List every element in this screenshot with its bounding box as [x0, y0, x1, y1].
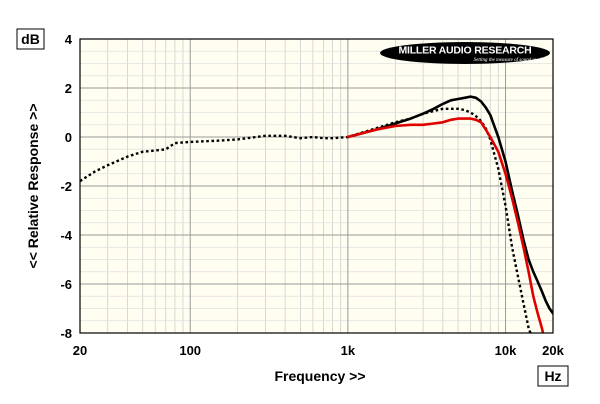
plot-frame	[79, 38, 554, 334]
miller-audio-research-logo: MILLER AUDIO RESEARCH Setting the measur…	[380, 42, 550, 64]
x-tick-label: 20	[73, 343, 87, 358]
series-line-1	[80, 107, 532, 333]
series-line-3	[346, 117, 545, 333]
y-tick-label: 4	[65, 32, 73, 47]
x-tick-labels: 20 100 1k 10k 20k	[73, 343, 565, 358]
y-tick-label: -6	[60, 277, 72, 292]
y-tick-labels: 4 2 0 -2 -4 -6 -8	[60, 32, 72, 341]
y-axis-label: << Relative Response >>	[25, 104, 41, 269]
x-unit-box: Hz	[537, 365, 569, 387]
x-unit-label: Hz	[544, 368, 561, 384]
x-axis-label: Frequency >>	[274, 368, 365, 384]
x-tick-label: 100	[179, 343, 201, 358]
x-tick-label: 20k	[542, 343, 564, 358]
logo-badge	[380, 42, 550, 64]
y-tick-label: 2	[65, 81, 72, 96]
y-unit-box: dB	[16, 28, 45, 50]
y-tick-label: -8	[60, 326, 72, 341]
x-tick-label: 10k	[495, 343, 517, 358]
x-unit-frame	[537, 365, 569, 387]
series-line-2	[346, 95, 553, 315]
logo-tagline: Setting the measure of sound quality	[474, 58, 548, 63]
y-unit-frame	[16, 28, 45, 50]
series-layer	[80, 95, 553, 333]
y-unit-label: dB	[21, 31, 40, 47]
y-tick-label: -2	[60, 179, 72, 194]
y-tick-label: 0	[65, 130, 72, 145]
y-tick-label: -4	[60, 228, 72, 243]
x-tick-label: 1k	[341, 343, 356, 358]
logo-name: MILLER AUDIO RESEARCH	[398, 45, 531, 57]
